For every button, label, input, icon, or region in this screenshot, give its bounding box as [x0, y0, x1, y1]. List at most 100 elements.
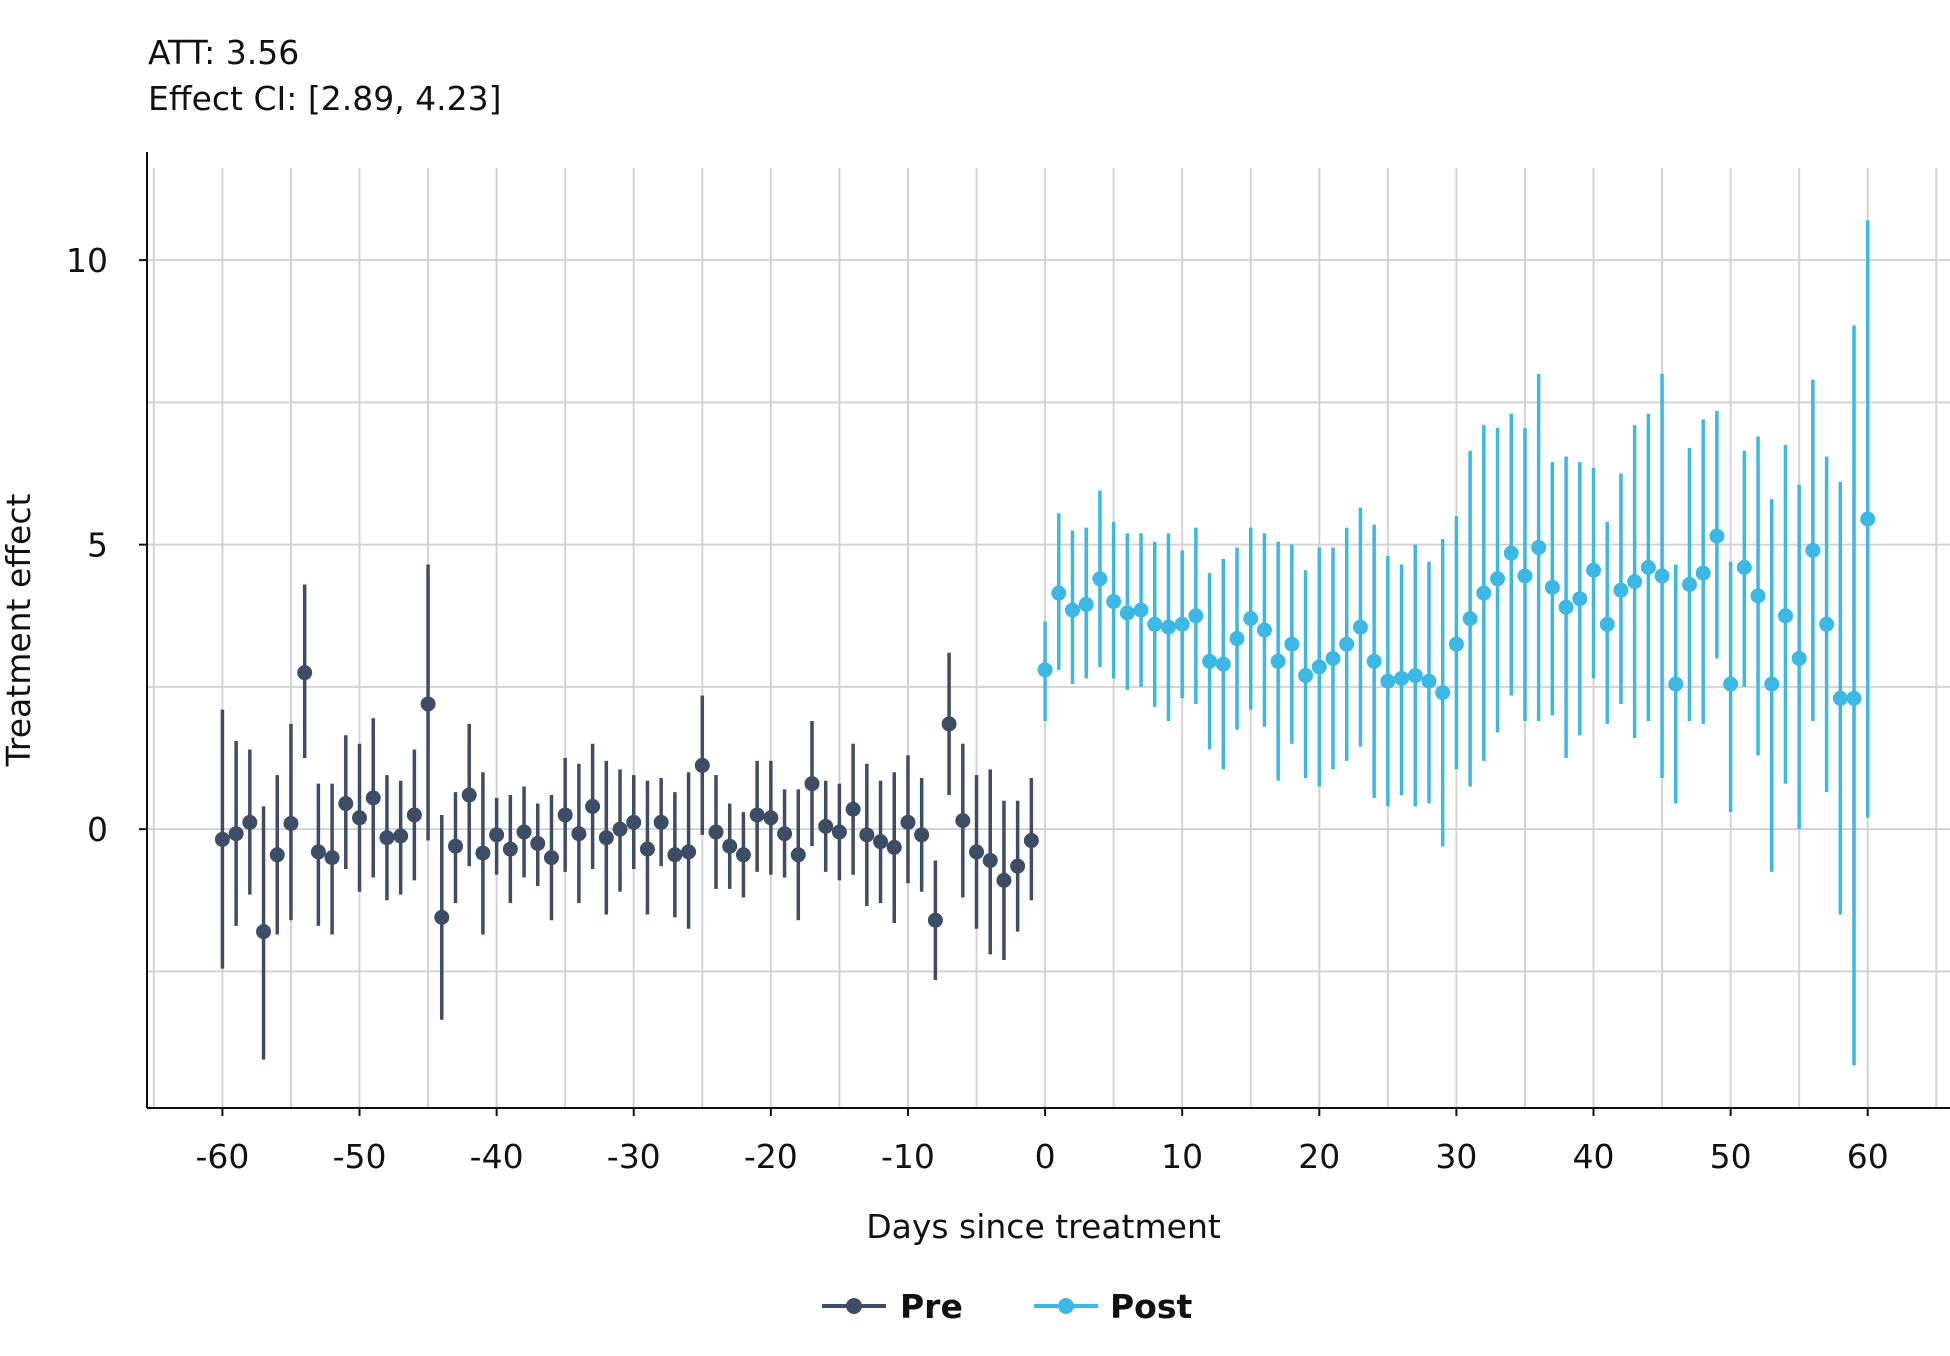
data-point	[1599, 616, 1615, 632]
data-point	[612, 821, 628, 837]
data-point	[1709, 528, 1725, 544]
data-point	[900, 814, 916, 830]
legend-item-pre: Pre	[822, 1287, 963, 1326]
data-point	[777, 826, 793, 842]
data-point	[914, 827, 930, 843]
data-point	[1092, 571, 1108, 587]
data-point	[639, 841, 655, 857]
legend-label: Post	[1110, 1287, 1192, 1326]
data-point	[1229, 631, 1245, 647]
data-point	[1078, 596, 1094, 612]
data-point	[1339, 636, 1355, 652]
data-point	[543, 850, 559, 866]
data-point	[804, 776, 820, 792]
data-point	[1531, 539, 1547, 555]
data-point	[269, 847, 285, 863]
data-point	[1860, 511, 1876, 527]
x-tick-label: 40	[1573, 1137, 1615, 1176]
series-layer	[214, 220, 1876, 1066]
legend-item-post: Post	[1034, 1287, 1192, 1326]
legend: Pre Post	[822, 1287, 1192, 1326]
y-tick-label: 10	[66, 241, 108, 280]
data-point	[1407, 668, 1423, 684]
data-point	[859, 827, 875, 843]
data-point	[585, 798, 601, 814]
data-point	[1805, 542, 1821, 558]
data-point	[1640, 559, 1656, 575]
data-point	[379, 830, 395, 846]
data-point	[1311, 659, 1327, 675]
x-tick-label: -10	[881, 1137, 935, 1176]
data-point	[653, 814, 669, 830]
data-point	[406, 807, 422, 823]
data-point	[1846, 690, 1862, 706]
data-point	[1668, 676, 1684, 692]
data-point	[1819, 616, 1835, 632]
series-post	[1037, 220, 1876, 1066]
data-point	[598, 830, 614, 846]
data-point	[1764, 676, 1780, 692]
data-point	[1174, 616, 1190, 632]
x-tick-label: -40	[470, 1137, 524, 1176]
data-point	[1119, 605, 1135, 621]
data-point	[1010, 858, 1026, 874]
x-tick-label: 0	[1035, 1137, 1056, 1176]
data-point	[447, 838, 463, 854]
data-point	[1572, 591, 1588, 607]
y-tick-label: 5	[87, 526, 108, 565]
ci-annotation: Effect CI: [2.89, 4.23]	[148, 79, 502, 118]
data-point	[1695, 565, 1711, 581]
data-point	[1380, 673, 1396, 689]
y-axis-label: Treatment effect	[0, 494, 38, 768]
data-point	[1352, 619, 1368, 635]
x-tick-label: -20	[744, 1137, 798, 1176]
data-point	[873, 834, 889, 850]
y-tick-label: 0	[87, 810, 108, 849]
data-point	[1106, 594, 1122, 610]
data-point	[681, 844, 697, 860]
data-point	[1750, 588, 1766, 604]
data-point	[214, 831, 230, 847]
data-point	[1777, 608, 1793, 624]
data-point	[722, 838, 738, 854]
data-point	[1064, 602, 1080, 618]
data-point	[927, 912, 943, 928]
data-point	[365, 790, 381, 806]
att-annotation: ATT: 3.56	[148, 33, 300, 72]
x-tick-label: -60	[195, 1137, 249, 1176]
data-point	[667, 847, 683, 863]
data-point	[1202, 653, 1218, 669]
data-point	[1160, 619, 1176, 635]
data-point	[1462, 611, 1478, 627]
data-point	[1023, 833, 1039, 849]
data-point	[1298, 668, 1314, 684]
data-point	[489, 827, 505, 843]
data-point	[1270, 653, 1286, 669]
data-point	[324, 850, 340, 866]
x-tick-label: 30	[1435, 1137, 1477, 1176]
data-point	[1243, 611, 1259, 627]
data-point	[1448, 636, 1464, 652]
data-point	[1133, 602, 1149, 618]
data-point	[502, 841, 518, 857]
data-point	[557, 807, 573, 823]
data-point	[955, 813, 971, 829]
data-point	[297, 665, 313, 681]
data-point	[1476, 585, 1492, 601]
data-point	[242, 814, 258, 830]
data-point	[1613, 582, 1629, 598]
legend-label: Pre	[900, 1287, 963, 1326]
data-point	[708, 824, 724, 840]
data-point	[393, 828, 409, 844]
x-tick-label: 10	[1161, 1137, 1203, 1176]
data-point	[1188, 608, 1204, 624]
data-point	[1147, 616, 1163, 632]
x-tick-labels: -60 -50 -40 -30 -20 -10 0 10 20 30 40 50 60	[195, 1108, 1889, 1176]
data-point	[941, 716, 957, 732]
data-point	[1791, 650, 1807, 666]
data-point	[1558, 599, 1574, 615]
data-point	[310, 844, 326, 860]
data-point	[1435, 685, 1451, 701]
data-point	[1421, 673, 1437, 689]
